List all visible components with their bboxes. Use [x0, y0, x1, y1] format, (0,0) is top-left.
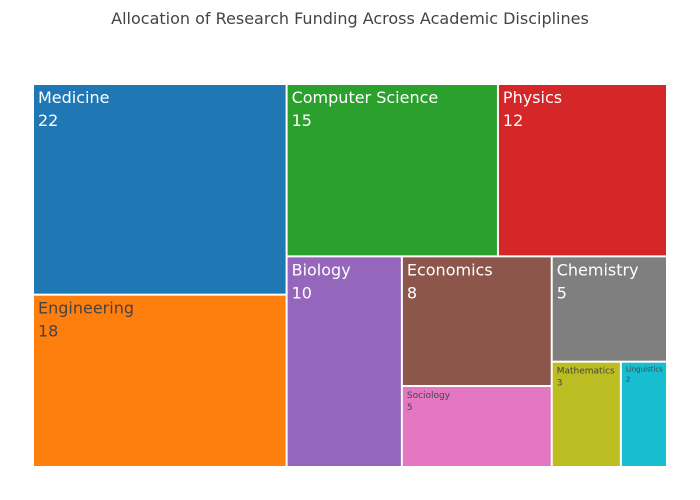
tile-value-physics: 12 — [503, 111, 523, 130]
tile-value-chemistry: 5 — [557, 283, 567, 302]
tile-label-biology: Biology — [292, 260, 351, 279]
treemap-rect-computer-science[interactable] — [287, 85, 497, 256]
tile-value-economics: 8 — [407, 283, 417, 302]
tile-value-biology: 10 — [292, 283, 312, 302]
treemap-tile-linguistics[interactable]: Linguistics 2 — [621, 362, 666, 466]
treemap-tile-engineering[interactable]: Engineering 18 — [34, 295, 286, 466]
treemap-tile-biology[interactable]: Biology 10 — [287, 257, 401, 466]
treemap-rect-physics[interactable] — [498, 85, 666, 256]
treemap-rect-chemistry[interactable] — [552, 257, 666, 361]
chart-title: Allocation of Research Funding Across Ac… — [111, 9, 589, 28]
treemap-rect-economics[interactable] — [402, 257, 551, 385]
tile-label-engineering: Engineering — [38, 299, 134, 318]
treemap-tile-physics[interactable]: Physics 12 — [498, 85, 666, 256]
treemap-rect-engineering[interactable] — [34, 295, 286, 466]
tile-value-engineering: 18 — [38, 322, 58, 341]
treemap-rect-mathematics[interactable] — [552, 362, 620, 466]
treemap-tile-sociology[interactable]: Sociology 5 — [402, 386, 551, 466]
tile-label-medicine: Medicine — [38, 88, 109, 107]
tile-label-physics: Physics — [503, 88, 562, 107]
tile-label-sociology: Sociology — [407, 391, 451, 401]
treemap-tile-computer-science[interactable]: Computer Science 15 — [287, 85, 497, 256]
tile-value-computer-science: 15 — [292, 111, 312, 130]
tile-label-mathematics: Mathematics — [557, 367, 615, 377]
tile-value-linguistics: 2 — [626, 376, 630, 384]
tile-value-sociology: 5 — [407, 403, 413, 413]
treemap-rect-sociology[interactable] — [402, 386, 551, 466]
treemap-tile-chemistry[interactable]: Chemistry 5 — [552, 257, 666, 361]
tile-value-mathematics: 3 — [557, 379, 563, 389]
treemap-rect-linguistics[interactable] — [621, 362, 666, 466]
treemap-tile-economics[interactable]: Economics 8 — [402, 257, 551, 385]
treemap-tile-mathematics[interactable]: Mathematics 3 — [552, 362, 620, 466]
tile-label-economics: Economics — [407, 260, 493, 279]
tile-label-linguistics: Linguistics — [626, 366, 663, 374]
treemap-tile-medicine[interactable]: Medicine 22 — [34, 85, 286, 294]
tile-value-medicine: 22 — [38, 111, 58, 130]
treemap-rect-biology[interactable] — [287, 257, 401, 466]
tile-label-computer-science: Computer Science — [292, 88, 439, 107]
treemap-rect-medicine[interactable] — [34, 85, 286, 294]
tile-label-chemistry: Chemistry — [557, 260, 639, 279]
